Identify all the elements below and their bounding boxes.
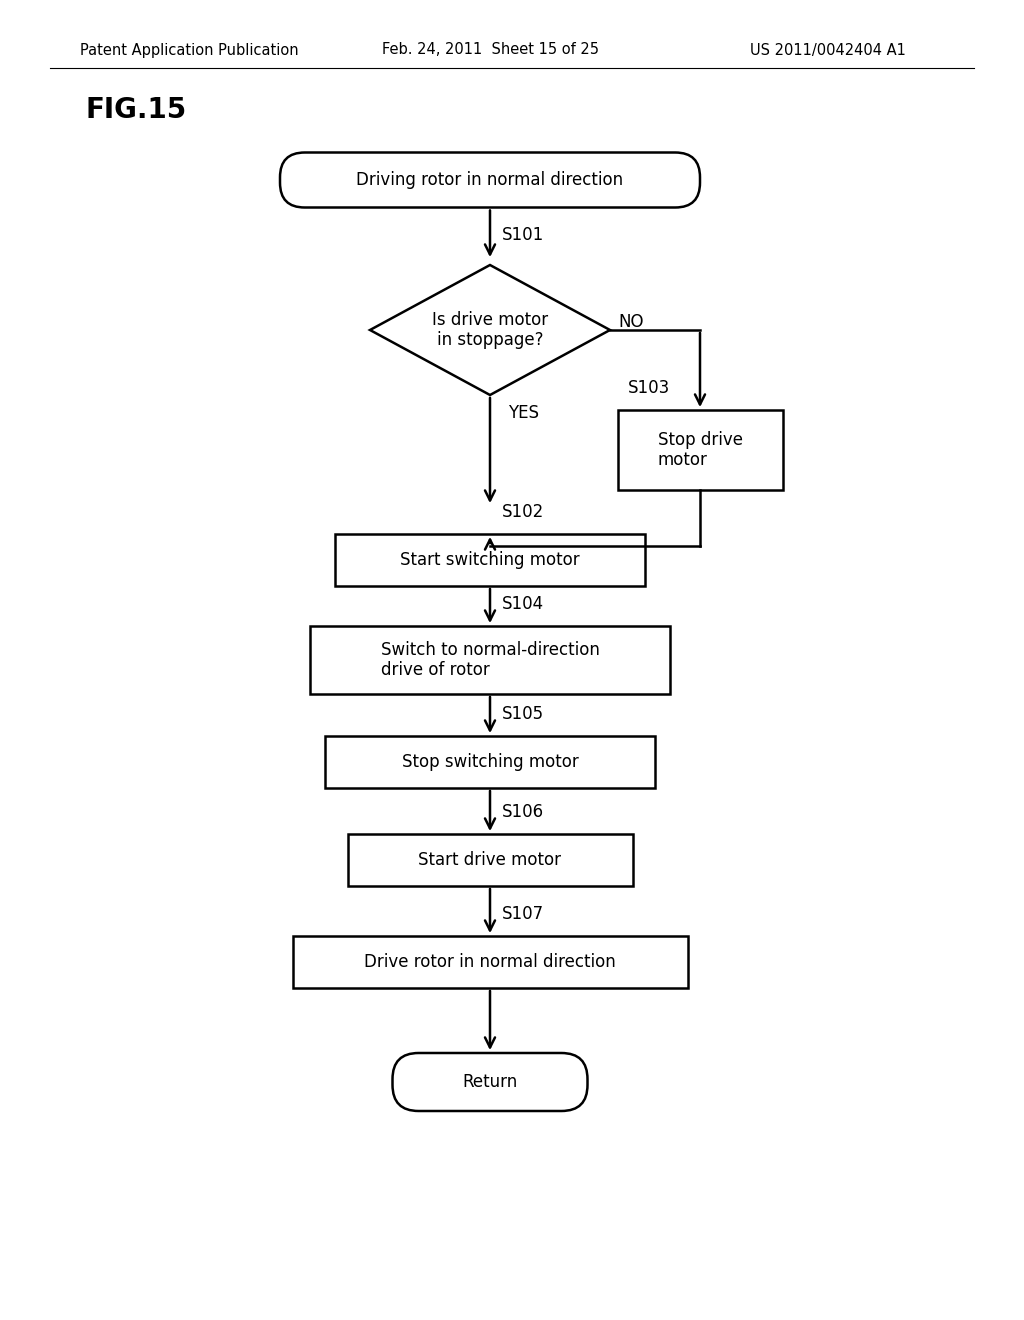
Text: Driving rotor in normal direction: Driving rotor in normal direction xyxy=(356,172,624,189)
FancyBboxPatch shape xyxy=(280,153,700,207)
Text: FIG.15: FIG.15 xyxy=(85,96,186,124)
Text: Drive rotor in normal direction: Drive rotor in normal direction xyxy=(365,953,615,972)
Text: Start switching motor: Start switching motor xyxy=(400,550,580,569)
Text: Start drive motor: Start drive motor xyxy=(419,851,561,869)
Text: Patent Application Publication: Patent Application Publication xyxy=(80,42,299,58)
Bar xyxy=(335,535,645,586)
Bar xyxy=(325,737,655,788)
Bar xyxy=(293,936,687,987)
Text: Switch to normal-direction
drive of rotor: Switch to normal-direction drive of roto… xyxy=(381,640,599,680)
Bar xyxy=(310,626,670,694)
Text: YES: YES xyxy=(508,404,539,422)
Text: S103: S103 xyxy=(628,379,670,397)
Text: Stop drive
motor: Stop drive motor xyxy=(657,430,742,470)
FancyBboxPatch shape xyxy=(392,1053,588,1111)
Text: US 2011/0042404 A1: US 2011/0042404 A1 xyxy=(750,42,906,58)
Text: S105: S105 xyxy=(502,705,544,723)
Text: Return: Return xyxy=(463,1073,517,1092)
Polygon shape xyxy=(370,265,610,395)
Text: NO: NO xyxy=(618,313,643,331)
Text: S106: S106 xyxy=(502,803,544,821)
Text: S101: S101 xyxy=(502,226,544,244)
Text: S104: S104 xyxy=(502,595,544,612)
Text: S102: S102 xyxy=(502,503,544,521)
Text: S107: S107 xyxy=(502,906,544,923)
Text: Feb. 24, 2011  Sheet 15 of 25: Feb. 24, 2011 Sheet 15 of 25 xyxy=(382,42,598,58)
Text: Stop switching motor: Stop switching motor xyxy=(401,752,579,771)
Bar xyxy=(617,411,782,490)
Bar xyxy=(347,834,633,886)
Text: Is drive motor
in stoppage?: Is drive motor in stoppage? xyxy=(432,310,548,350)
